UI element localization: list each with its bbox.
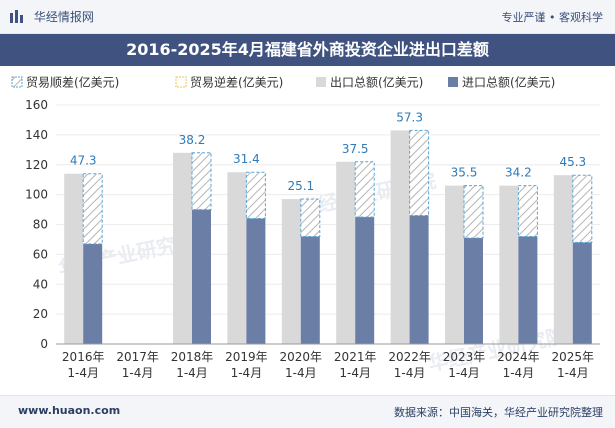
bar-export xyxy=(227,172,247,344)
bar-import xyxy=(572,242,592,344)
legend-label: 贸易逆差(亿美元) xyxy=(190,75,283,90)
brand-logo-icon xyxy=(10,10,23,23)
legend-swatch-import xyxy=(448,77,458,87)
x-tick-label: 2017年 1-4月 xyxy=(116,350,159,380)
bar-import xyxy=(246,218,266,344)
legend-swatch-deficit xyxy=(175,76,187,88)
x-tick-label: 2025年 1-4月 xyxy=(552,350,595,380)
legend-swatch-export xyxy=(316,77,326,87)
bar-export xyxy=(390,130,410,344)
brand: 华经情报网 xyxy=(10,8,94,25)
y-tick-label: 60 xyxy=(33,247,48,261)
bar-export xyxy=(64,173,84,344)
brand-name: 华经情报网 xyxy=(33,10,94,24)
footer-website[interactable]: www.huaon.com xyxy=(18,404,121,417)
bar-surplus xyxy=(82,173,103,245)
data-label-surplus: 57.3 xyxy=(396,110,423,124)
chart: 华经产业研究院华经产业研究院华经产业研究院 贸易顺差(亿美元)贸易逆差(亿美元)… xyxy=(11,75,600,380)
bar-import xyxy=(83,243,103,344)
bar-surplus xyxy=(409,129,430,217)
top-bar: 华经情报网 专业严谨 • 客观科学 xyxy=(0,0,615,34)
data-label-surplus: 35.5 xyxy=(451,166,478,180)
legend-item: 贸易逆差(亿美元) xyxy=(175,75,283,90)
bar-export xyxy=(445,185,464,344)
legend-label: 贸易顺差(亿美元) xyxy=(26,75,119,90)
legend-item: 出口总额(亿美元) xyxy=(316,75,423,90)
y-tick-label: 80 xyxy=(33,218,48,232)
x-tick-label: 2023年 1-4月 xyxy=(443,350,486,380)
footer-source: 数据来源：中国海关，华经产业研究院整理 xyxy=(394,406,603,419)
brand-tagline: 专业严谨 • 客观科学 xyxy=(501,11,603,24)
y-tick-label: 120 xyxy=(25,158,48,172)
bar-export xyxy=(281,199,301,344)
legend: 贸易顺差(亿美元) 贸易逆差(亿美元) 出口总额(亿美元) 进口总额(亿美元) xyxy=(11,75,555,90)
bar-surplus xyxy=(191,152,212,211)
x-tick-label: 2021年 1-4月 xyxy=(334,350,377,380)
bar-import xyxy=(355,217,375,344)
x-tick-label: 2020年 1-4月 xyxy=(280,350,323,380)
footer: www.huaon.com 数据来源：中国海关，华经产业研究院整理 xyxy=(0,395,615,428)
axes: 0 20 40 60 80 100 120 140 160 2016年 1-4月 2017年 1-4月 2… xyxy=(25,98,600,380)
data-label-surplus: 34.2 xyxy=(505,166,532,180)
bar-surplus xyxy=(300,198,321,237)
y-tick-label: 100 xyxy=(25,188,48,202)
y-tick-label: 40 xyxy=(33,277,48,291)
legend-label: 出口总额(亿美元) xyxy=(330,75,423,90)
bars: 47.3 38.2 31.4 25.1 37.5 57.3 35.5 34.2 45.3 xyxy=(64,110,593,344)
bar-import xyxy=(518,236,538,344)
legend-label: 进口总额(亿美元) xyxy=(462,75,555,90)
y-tick-label: 0 xyxy=(40,337,48,351)
y-tick-label: 160 xyxy=(25,98,48,112)
bar-import xyxy=(300,236,320,344)
bar-surplus xyxy=(354,161,375,218)
bar-surplus xyxy=(245,171,266,220)
x-tick-label: 2018年 1-4月 xyxy=(171,350,214,380)
data-label-surplus: 25.1 xyxy=(287,179,314,193)
bar-surplus xyxy=(572,174,593,243)
chart-title: 2016-2025年4月福建省外商投资企业进出口差额 xyxy=(0,34,615,66)
bar-import xyxy=(192,209,211,344)
data-label-surplus: 31.4 xyxy=(233,152,260,166)
x-tick-label: 2024年 1-4月 xyxy=(497,350,540,380)
x-tick-label: 2016年 1-4月 xyxy=(62,350,105,380)
y-tick-label: 140 xyxy=(25,128,48,142)
legend-swatch-surplus xyxy=(11,76,23,88)
data-label-surplus: 38.2 xyxy=(179,133,206,147)
legend-item: 贸易顺差(亿美元) xyxy=(11,75,119,90)
bar-export xyxy=(173,152,192,344)
y-tick-label: 20 xyxy=(33,307,48,321)
data-label-surplus: 45.3 xyxy=(559,155,586,169)
x-tick-label: 2022年 1-4月 xyxy=(388,350,431,380)
bar-surplus xyxy=(517,185,538,237)
legend-item: 进口总额(亿美元) xyxy=(448,75,555,90)
bar-import xyxy=(464,237,483,344)
data-label-surplus: 37.5 xyxy=(342,142,369,156)
bar-export xyxy=(499,185,519,344)
bar-export xyxy=(553,175,573,344)
data-label-surplus: 47.3 xyxy=(70,154,97,168)
x-tick-label: 2019年 1-4月 xyxy=(225,350,268,380)
bar-export xyxy=(336,161,356,344)
bar-import xyxy=(409,215,429,344)
bar-surplus xyxy=(463,185,484,239)
